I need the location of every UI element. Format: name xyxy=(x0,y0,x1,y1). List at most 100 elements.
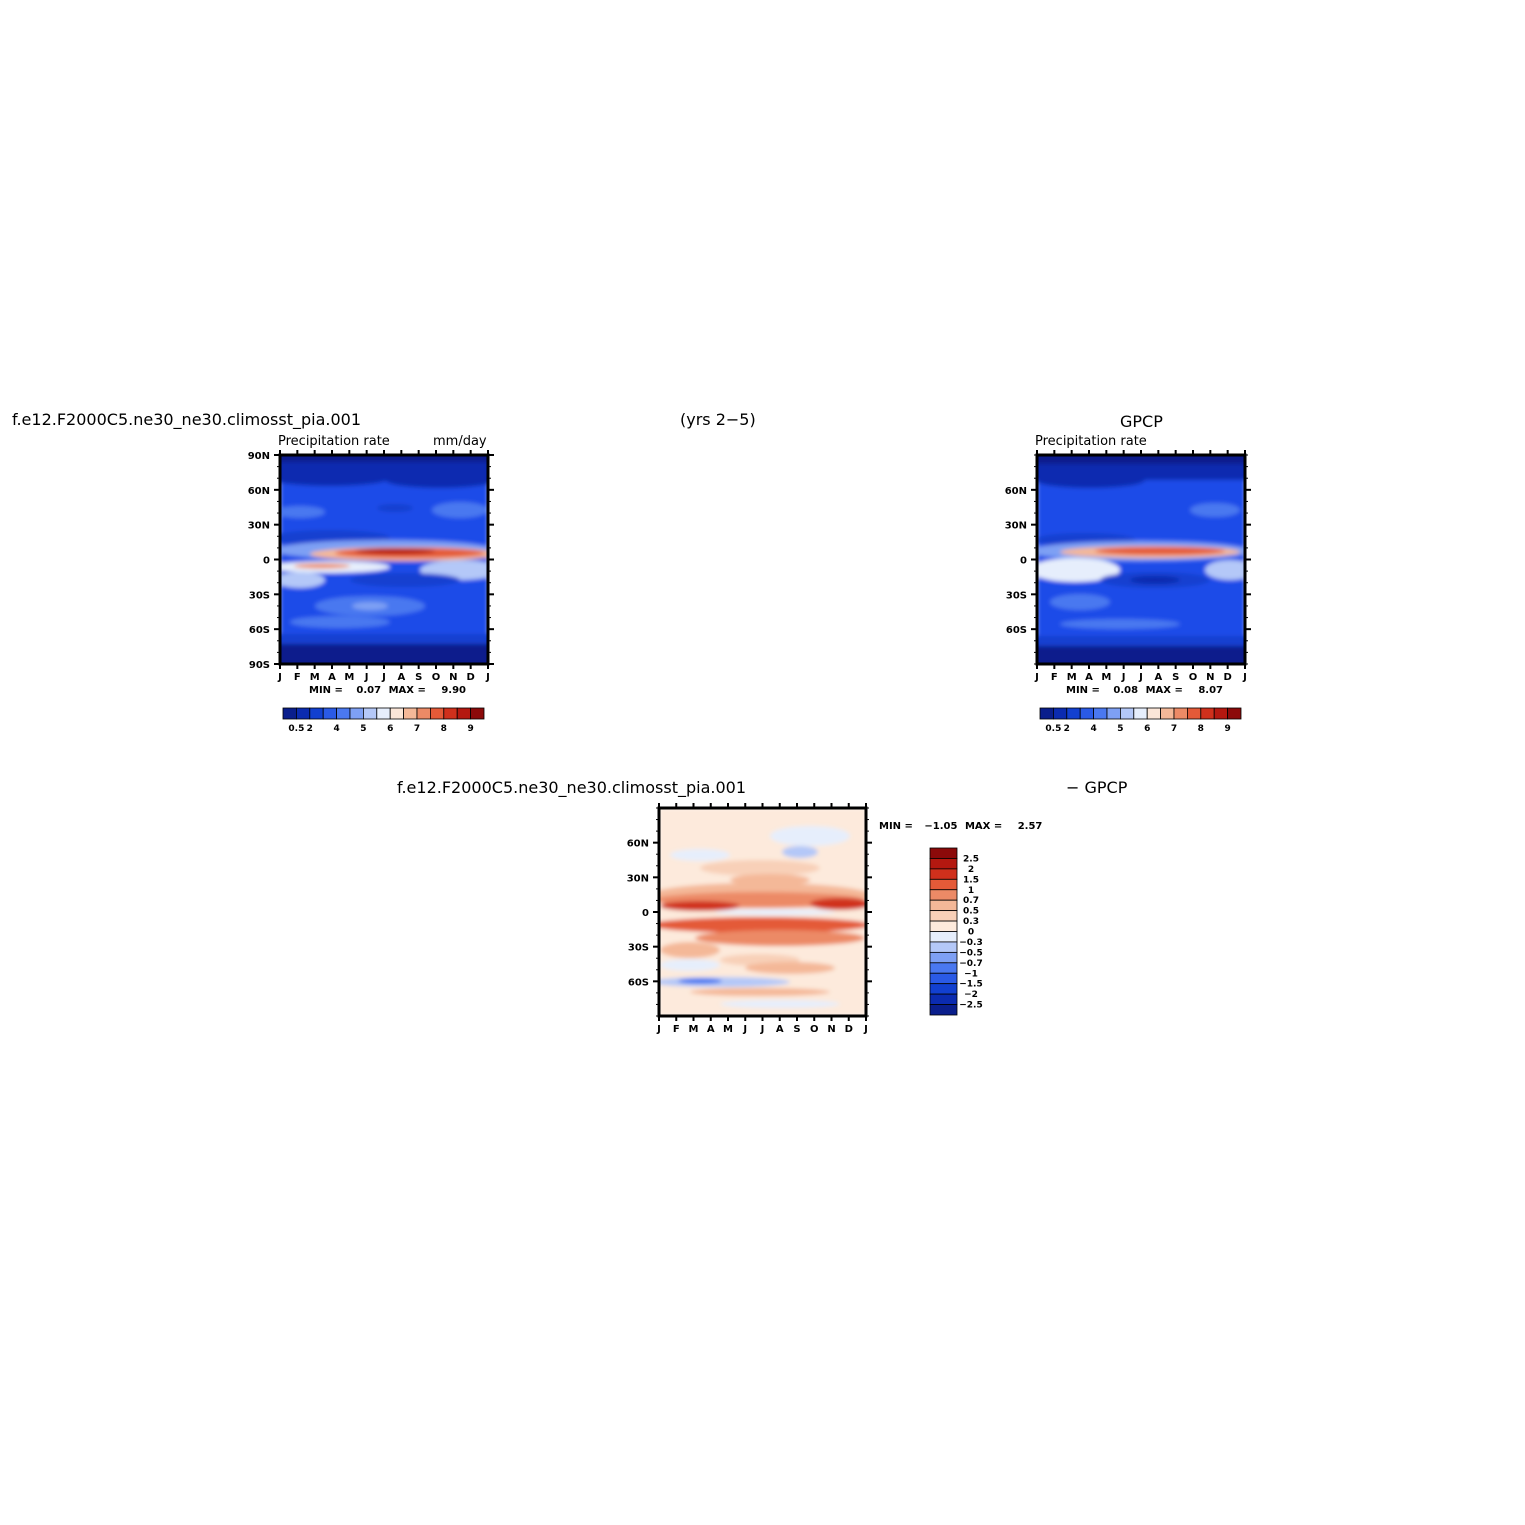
model-colorbar-box xyxy=(456,707,472,720)
diff-max-label: MAX = xyxy=(964,821,1003,832)
model-max-value: 9.90 xyxy=(441,685,466,696)
difference-xtick-label: J xyxy=(742,1024,747,1035)
obs-colorbar-box xyxy=(1053,707,1068,720)
model-ytick-label: 0 xyxy=(263,556,270,567)
diff-colorbar-box xyxy=(929,1004,958,1016)
diff-colorbar-box xyxy=(929,962,958,974)
model-colorbar-box xyxy=(376,707,391,720)
diff-colorbar-box xyxy=(929,847,958,859)
difference-ytick-label: 30N xyxy=(627,873,649,884)
obs-field xyxy=(1037,455,1245,664)
model-colorbar-box xyxy=(416,707,431,720)
model-colorbar-box xyxy=(429,707,445,720)
obs-colorbar-box xyxy=(1200,707,1215,720)
difference-xtick-label: J xyxy=(760,1024,765,1035)
obs-colorbar-label: 9 xyxy=(1224,724,1230,734)
diff-min-label: MIN = xyxy=(879,821,913,832)
diff-colorbar-box xyxy=(929,993,958,1005)
model-xtick-label: D xyxy=(467,672,475,683)
obs-ytick-label: 60S xyxy=(1006,625,1027,636)
obs-colorbar: 0.5 2 4 5 6 7 8 9 xyxy=(1039,707,1242,734)
obs-colorbar-box xyxy=(1227,707,1242,720)
model-colorbar-box xyxy=(443,707,458,720)
model-colorbar-label: 2 xyxy=(307,724,313,734)
model-colorbar-box xyxy=(336,707,351,720)
difference-xtick-label: J xyxy=(863,1024,868,1035)
obs-colorbar-box xyxy=(1213,707,1228,720)
obs-xtick-label: M xyxy=(1101,672,1111,683)
obs-ytick-label: 60N xyxy=(1005,486,1027,497)
obs-xtick-label: F xyxy=(1051,672,1058,683)
obs-colorbar-box xyxy=(1133,707,1148,720)
difference-xtick-label: O xyxy=(810,1024,819,1035)
diff-colorbar-box xyxy=(929,972,958,985)
model-min-value: 0.07 xyxy=(356,685,382,696)
difference-xtick-label: J xyxy=(656,1024,661,1035)
model-xtick-label: M xyxy=(310,672,320,683)
years-label: (yrs 2−5) xyxy=(680,410,756,429)
diff-colorbar-box xyxy=(929,951,958,964)
diff-field xyxy=(659,808,866,1016)
obs-xtick-label: J xyxy=(1242,672,1247,683)
model-colorbar-box xyxy=(349,707,364,720)
obs-ytick-label: 30S xyxy=(1006,590,1027,601)
diff-min-value: −1.05 xyxy=(924,821,958,832)
model-xtick-label: J xyxy=(364,672,369,683)
model-colorbar-label: 0.5 xyxy=(288,724,304,734)
diff-colorbar-box xyxy=(929,941,958,953)
diff-colorbar-box xyxy=(929,920,958,932)
obs-colorbar-box xyxy=(1079,707,1094,720)
model-subtitle-left: Precipitation rate xyxy=(278,434,390,449)
model-case-title: f.e12.F2000C5.ne30_ne30.climosst_pia.001 xyxy=(12,410,362,429)
model-colorbar-box xyxy=(322,707,338,720)
obs-colorbar-label: 6 xyxy=(1144,724,1150,734)
diff-colorbar-label: 2.5 xyxy=(963,854,979,864)
diff-colorbar: 2.521.510.70.50.30−0.3−0.5−0.7−1−1.5−2−2… xyxy=(929,847,983,1016)
obs-colorbar-label: 4 xyxy=(1090,724,1096,734)
model-colorbar-box xyxy=(470,707,485,720)
model-xtick-label: A xyxy=(397,672,405,683)
obs-ytick-label: 30N xyxy=(1005,521,1027,532)
obs-colorbar-box xyxy=(1106,707,1121,720)
model-xtick-label: F xyxy=(294,672,301,683)
obs-colorbar-box xyxy=(1039,707,1054,720)
difference-xtick-label: A xyxy=(707,1024,715,1035)
diff-colorbar-box xyxy=(929,858,958,870)
model-xtick-label: N xyxy=(449,672,457,683)
obs-colorbar-box xyxy=(1066,707,1081,720)
diff-colorbar-box xyxy=(929,878,958,891)
difference-ytick-label: 60S xyxy=(628,977,649,988)
diff-min-max: MIN = −1.05 MAX = 2.57 xyxy=(879,821,1042,832)
model-ytick-label: 30S xyxy=(249,590,270,601)
model-xtick-label: O xyxy=(432,672,441,683)
model-max-label: MAX = xyxy=(388,685,426,696)
colorbars-layer: 0.5 2 4 5 6 7 8 9 0.5 2 4 5 6 7 8 92.521.510.70.50.30−0… xyxy=(282,707,1242,1016)
diff-colorbar-label: 0.3 xyxy=(963,917,979,927)
obs-xtick-label: M xyxy=(1067,672,1077,683)
obs-title: GPCP xyxy=(1120,412,1163,431)
difference-xtick-label: F xyxy=(673,1024,680,1035)
difference-xtick-label: A xyxy=(776,1024,784,1035)
model-ytick-label: 30N xyxy=(248,521,270,532)
model-colorbar-box xyxy=(309,707,324,720)
difference-xtick-label: M xyxy=(723,1024,733,1035)
diff-title-right: − GPCP xyxy=(1066,778,1128,797)
diff-colorbar-label: 0.5 xyxy=(963,907,979,917)
model-ytick-label: 60N xyxy=(248,486,270,497)
diff-colorbar-box xyxy=(929,889,958,901)
obs-xtick-label: A xyxy=(1154,672,1162,683)
diff-colorbar-box xyxy=(929,910,958,922)
obs-colorbar-label: 2 xyxy=(1064,724,1070,734)
diff-colorbar-label: −0.3 xyxy=(959,938,982,948)
obs-min-value: 0.08 xyxy=(1113,685,1139,696)
diff-colorbar-label: −2 xyxy=(964,990,978,1000)
diff-colorbar-label: −1 xyxy=(964,969,978,979)
obs-min-label: MIN = xyxy=(1066,685,1100,696)
difference-xtick-label: M xyxy=(689,1024,699,1035)
model-min-max: MIN = 0.07 MAX = 9.90 xyxy=(309,685,466,696)
model-xtick-label: A xyxy=(328,672,336,683)
obs-xtick-label: O xyxy=(1189,672,1198,683)
